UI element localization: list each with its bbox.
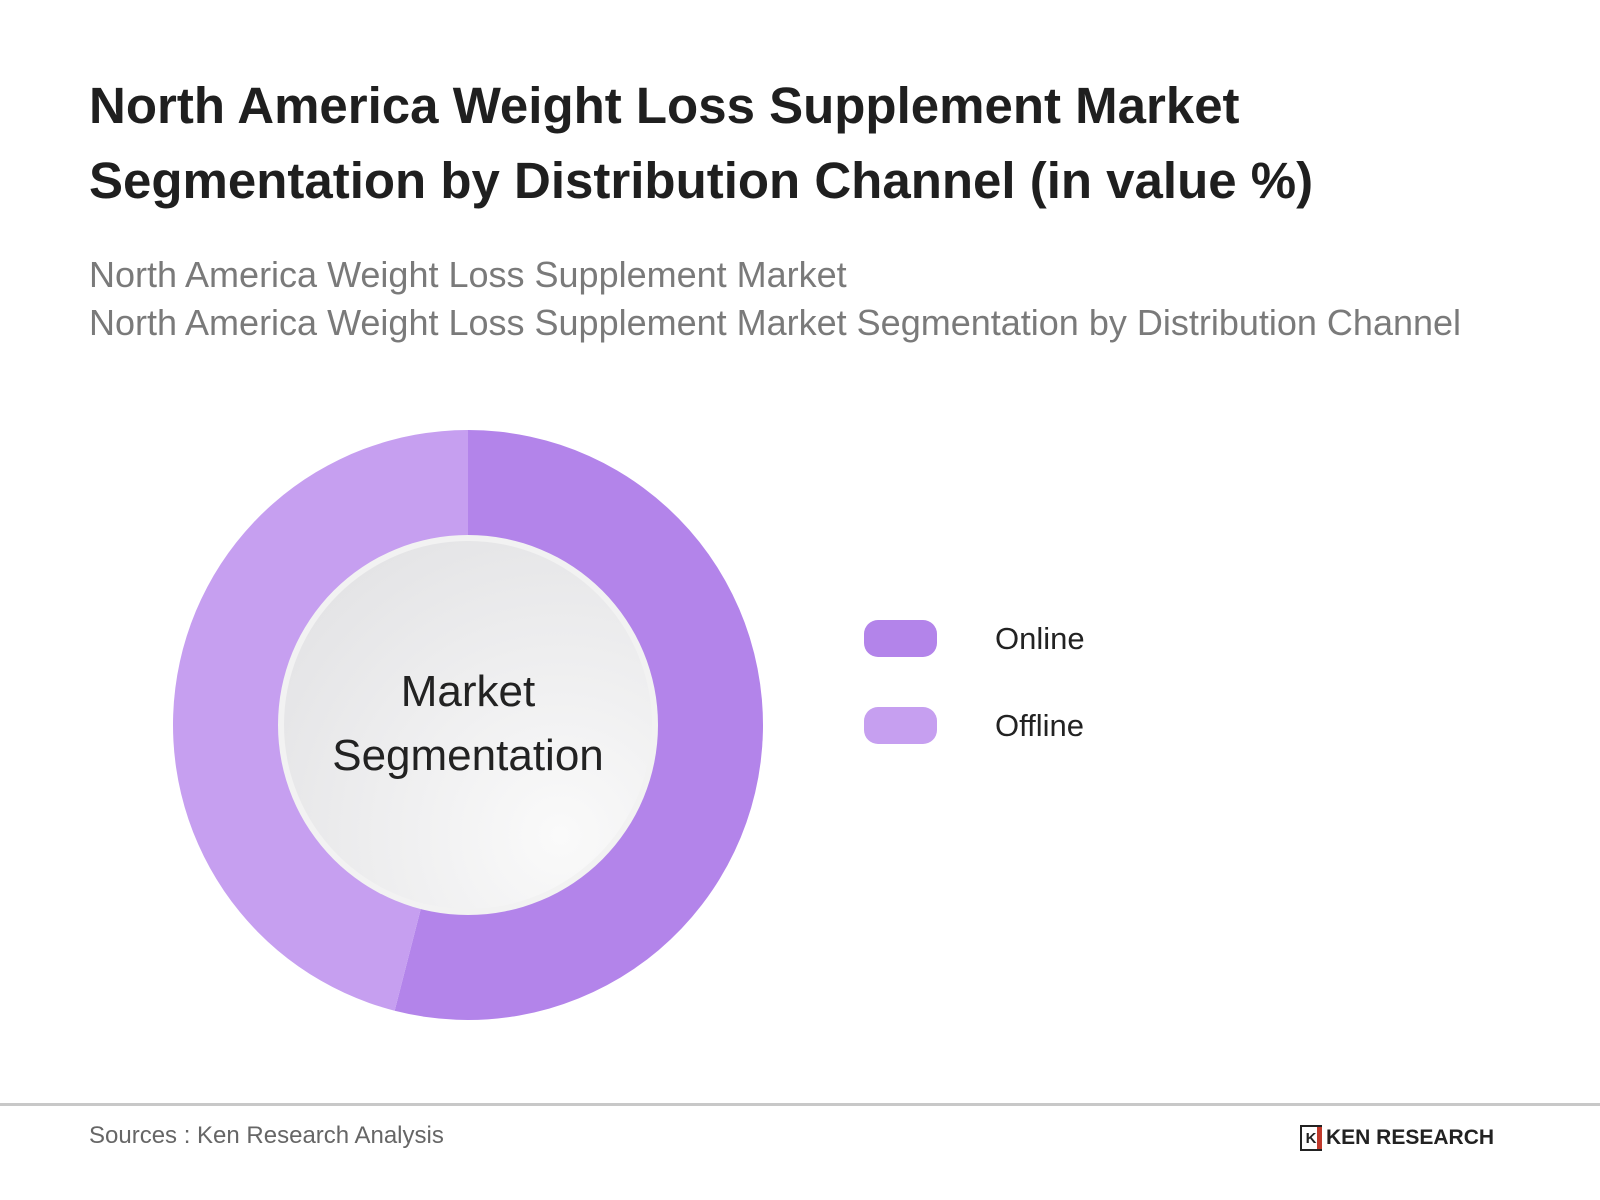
ken-research-logo: K KEN RESEARCH [1300,1125,1494,1151]
footer-divider [0,1103,1600,1106]
chart-subtitle-2: North America Weight Loss Supplement Mar… [89,302,1462,343]
legend-item-offline[interactable]: Offline [864,707,1084,744]
center-label: Market Segmentation [332,667,604,780]
donut-slice-offline[interactable] [172,430,468,1011]
legend-swatch-offline [864,707,937,744]
sources-text: Sources : Ken Research Analysis [89,1122,444,1149]
donut-slice-online[interactable] [394,430,763,1020]
legend-label-online: Online [995,620,1085,656]
legend-swatch-online [864,620,937,657]
legend-label-offline: Offline [995,707,1085,743]
logo-k-icon: K [1300,1125,1322,1151]
chart-subtitle-1: North America Weight Loss Supplement Mar… [89,254,847,295]
logo-text: KEN RESEARCH [1326,1126,1495,1149]
donut-hole [284,541,652,909]
chart-title: North America Weight Loss Supplement Mar… [89,77,1314,209]
legend-item-online[interactable]: Online [864,620,1085,657]
